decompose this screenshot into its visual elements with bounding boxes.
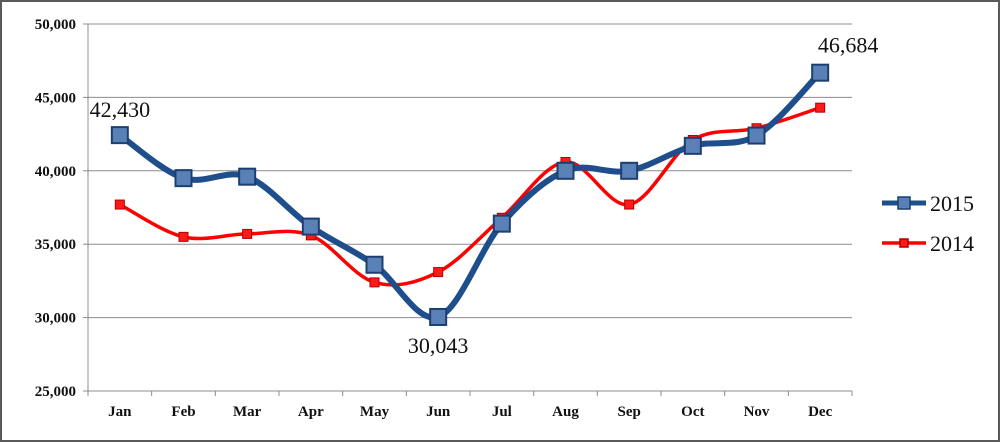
legend-item-2015: 2015 — [882, 191, 974, 216]
data-label: 42,430 — [90, 97, 151, 122]
gridlines — [88, 23, 852, 392]
x-tick-label: Aug — [552, 404, 579, 420]
legend-swatch-marker — [899, 238, 909, 248]
y-tick-label: 50,000 — [35, 17, 76, 33]
point-2015-Apr — [301, 217, 320, 236]
point-2015-Jun — [429, 307, 448, 326]
legend-label: 2014 — [930, 231, 974, 256]
x-tick-label: Nov — [744, 404, 770, 420]
legend: 2015 2014 — [882, 191, 974, 256]
x-tick-label: Dec — [808, 404, 832, 420]
point-2015-Aug — [556, 161, 575, 180]
series-line-2014 — [118, 105, 822, 287]
x-tick-label: May — [360, 404, 390, 420]
point-2015-Sep — [620, 161, 639, 180]
point-2014-Jan — [114, 199, 125, 210]
data-labels: 42,430 30,043 46,684 — [90, 33, 879, 358]
y-tick-label: 45,000 — [35, 90, 76, 106]
x-tick-label: Apr — [298, 404, 324, 420]
x-tick-label: Sep — [617, 404, 640, 420]
y-tick-label: 40,000 — [35, 164, 76, 180]
y-tick-label: 25,000 — [35, 384, 76, 400]
y-tick-label: 30,000 — [35, 311, 76, 327]
point-2014-Sep — [624, 199, 635, 210]
x-tick-label: Oct — [681, 404, 704, 420]
series-line-2015 — [116, 69, 824, 321]
point-2015-Dec — [811, 63, 830, 82]
y-tick-label: 35,000 — [35, 237, 76, 253]
point-2014-Feb — [178, 231, 189, 242]
x-tick-label: Jul — [492, 404, 512, 420]
x-tick-label: Jun — [426, 404, 451, 420]
data-label: 46,684 — [818, 33, 879, 58]
x-tick-label: Mar — [233, 404, 262, 420]
data-label: 30,043 — [408, 333, 469, 358]
point-2015-Nov — [747, 126, 766, 145]
point-2015-May — [365, 255, 384, 274]
x-tick-label: Jan — [108, 404, 132, 420]
point-2015-Jul — [492, 214, 511, 233]
series-markers — [110, 63, 830, 326]
point-2015-Mar — [238, 167, 257, 186]
point-2014-Mar — [242, 228, 253, 239]
point-2014-Dec — [815, 102, 826, 113]
legend-swatch-marker — [897, 196, 911, 210]
legend-label: 2015 — [930, 191, 974, 216]
series-lines — [116, 69, 824, 321]
point-2014-May — [369, 277, 380, 288]
point-2015-Jan — [110, 126, 129, 145]
point-2015-Oct — [683, 136, 702, 155]
point-2015-Feb — [174, 169, 193, 188]
legend-item-2014: 2014 — [882, 231, 974, 256]
y-axis: 25,000 30,000 35,000 40,000 45,000 50,000 — [35, 17, 89, 400]
x-tick-label: Feb — [171, 404, 195, 420]
point-2014-Jun — [433, 267, 444, 278]
x-axis: Jan Feb Mar Apr May Jun Jul Aug Sep Oct Nov Dec — [87, 390, 853, 420]
